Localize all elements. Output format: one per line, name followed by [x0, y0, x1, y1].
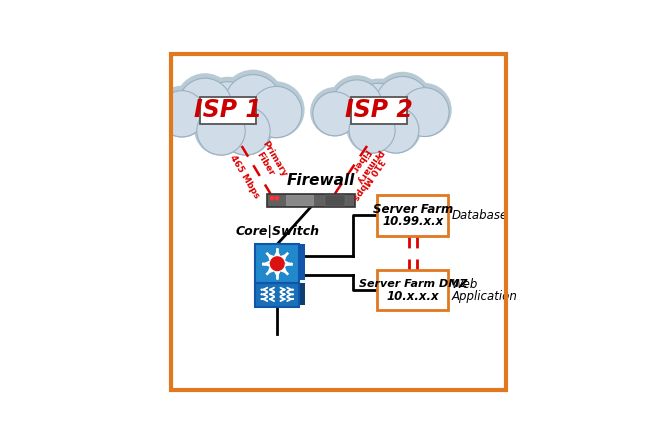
- Circle shape: [178, 78, 232, 132]
- Text: Server Farm: Server Farm: [373, 203, 453, 216]
- Circle shape: [224, 75, 282, 132]
- Circle shape: [176, 73, 234, 132]
- Circle shape: [373, 72, 432, 132]
- FancyBboxPatch shape: [200, 97, 256, 124]
- Circle shape: [156, 86, 208, 138]
- Text: Server Farm DMZ: Server Farm DMZ: [358, 279, 467, 289]
- FancyBboxPatch shape: [378, 195, 448, 236]
- FancyBboxPatch shape: [286, 195, 313, 205]
- Circle shape: [310, 87, 360, 136]
- Circle shape: [400, 88, 449, 136]
- Circle shape: [376, 77, 430, 131]
- Circle shape: [222, 70, 284, 132]
- Text: Primary
Fiber: Primary Fiber: [251, 139, 288, 183]
- Text: Primary
Fiber: Primary Fiber: [345, 141, 383, 185]
- Circle shape: [159, 91, 205, 137]
- Circle shape: [251, 86, 302, 138]
- Circle shape: [248, 81, 305, 138]
- Circle shape: [219, 102, 273, 156]
- Text: ISP 1: ISP 1: [194, 99, 262, 122]
- FancyBboxPatch shape: [255, 283, 299, 307]
- Text: Firewall: Firewall: [287, 172, 356, 187]
- Circle shape: [373, 107, 419, 153]
- Circle shape: [346, 102, 398, 154]
- Text: ISP 2: ISP 2: [345, 99, 413, 122]
- Circle shape: [397, 83, 451, 137]
- Text: Database: Database: [451, 209, 508, 222]
- Circle shape: [275, 196, 279, 200]
- Circle shape: [313, 92, 357, 136]
- FancyBboxPatch shape: [299, 283, 306, 305]
- FancyBboxPatch shape: [255, 244, 299, 283]
- Text: 465 Mbps: 465 Mbps: [228, 153, 261, 200]
- Circle shape: [344, 79, 414, 148]
- Text: 10.99.x.x: 10.99.x.x: [382, 215, 444, 228]
- Circle shape: [191, 77, 265, 150]
- FancyBboxPatch shape: [378, 270, 448, 310]
- Circle shape: [271, 196, 274, 200]
- FancyBboxPatch shape: [325, 195, 345, 205]
- Circle shape: [194, 102, 248, 156]
- Circle shape: [197, 106, 246, 155]
- Text: 10.x.x.x: 10.x.x.x: [387, 290, 439, 303]
- Circle shape: [222, 106, 270, 155]
- Circle shape: [271, 257, 284, 271]
- FancyBboxPatch shape: [299, 244, 306, 280]
- Circle shape: [346, 83, 411, 148]
- Circle shape: [329, 75, 385, 132]
- Text: 310 Mbps: 310 Mbps: [350, 156, 385, 201]
- Text: Application: Application: [451, 290, 517, 303]
- Text: Core|Switch: Core|Switch: [235, 225, 319, 238]
- Circle shape: [194, 82, 262, 149]
- Text: Web: Web: [451, 279, 478, 291]
- FancyBboxPatch shape: [351, 97, 407, 124]
- FancyBboxPatch shape: [267, 194, 355, 207]
- Circle shape: [331, 80, 382, 131]
- Circle shape: [370, 102, 422, 154]
- Circle shape: [349, 107, 395, 153]
